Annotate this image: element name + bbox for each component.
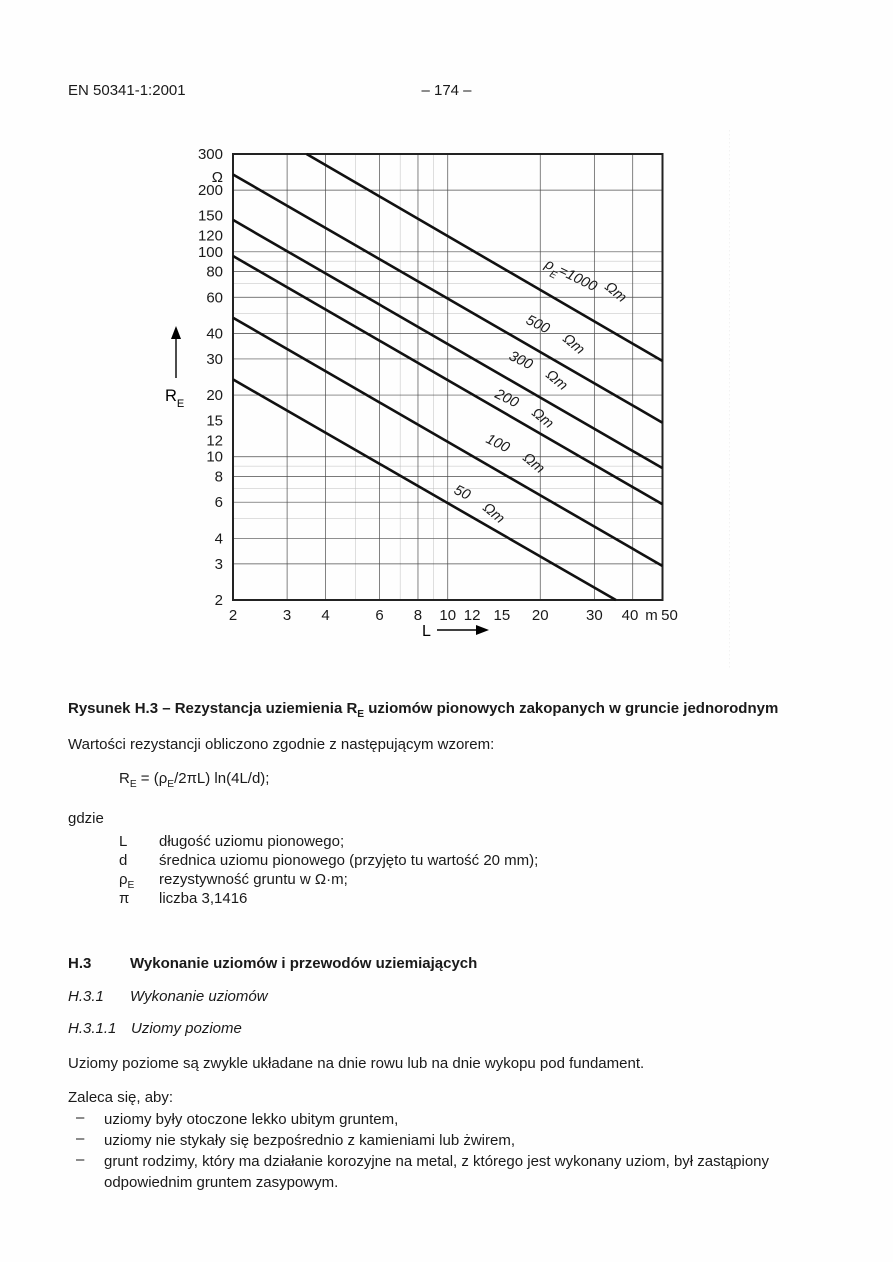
svg-text:4: 4 (321, 607, 329, 624)
svg-text:ρE=1000: ρE=1000 (539, 256, 599, 299)
svg-text:50: 50 (661, 607, 678, 624)
svg-text:20: 20 (206, 387, 223, 404)
svg-text:15: 15 (494, 607, 511, 624)
svg-text:3: 3 (215, 556, 223, 573)
svg-text:100: 100 (483, 431, 512, 456)
svg-text:2: 2 (229, 607, 237, 624)
svg-text:6: 6 (375, 607, 383, 624)
svg-text:Ω: Ω (212, 169, 223, 186)
svg-text:12: 12 (206, 433, 223, 450)
svg-text:L: L (422, 623, 431, 640)
svg-text:Ωm: Ωm (559, 331, 587, 358)
svg-text:2: 2 (215, 592, 223, 609)
svg-text:Ωm: Ωm (542, 367, 570, 394)
svg-text:40: 40 (206, 325, 223, 342)
svg-text:4: 4 (215, 530, 223, 547)
svg-text:30: 30 (586, 607, 603, 624)
svg-text:100: 100 (198, 244, 223, 261)
svg-text:300: 300 (506, 348, 535, 373)
svg-text:20: 20 (532, 607, 549, 624)
svg-text:80: 80 (206, 264, 223, 281)
svg-text:15: 15 (206, 413, 223, 430)
svg-text:8: 8 (414, 607, 422, 624)
svg-text:12: 12 (464, 607, 481, 624)
svg-text:6: 6 (215, 494, 223, 511)
svg-text:40: 40 (622, 607, 639, 624)
svg-text:120: 120 (198, 228, 223, 245)
svg-text:m: m (645, 607, 658, 624)
svg-text:150: 150 (198, 208, 223, 225)
svg-text:Ωm: Ωm (601, 279, 629, 306)
svg-text:8: 8 (215, 469, 223, 486)
svg-text:RE: RE (165, 387, 184, 410)
svg-text:60: 60 (206, 289, 223, 306)
svg-text:10: 10 (439, 607, 456, 624)
svg-text:30: 30 (206, 351, 223, 368)
svg-text:50: 50 (451, 482, 473, 503)
svg-text:Ωm: Ωm (519, 450, 547, 477)
svg-text:300: 300 (198, 146, 223, 163)
svg-text:10: 10 (206, 449, 223, 466)
svg-text:3: 3 (283, 607, 291, 624)
